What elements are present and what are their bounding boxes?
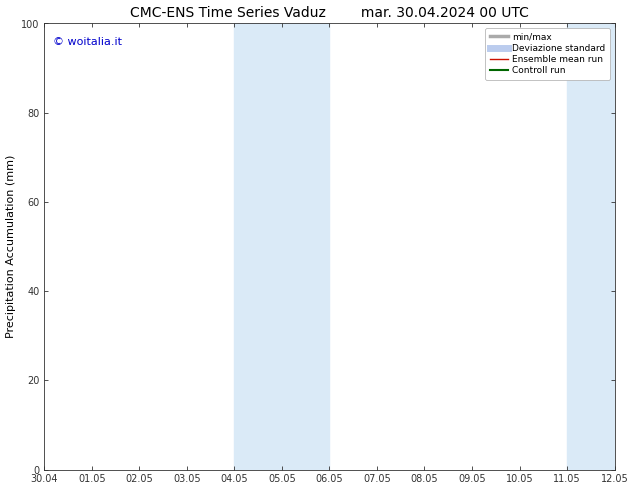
Text: © woitalia.it: © woitalia.it: [53, 37, 122, 47]
Y-axis label: Precipitation Accumulation (mm): Precipitation Accumulation (mm): [6, 155, 16, 338]
Bar: [567, 24, 634, 469]
Bar: [235, 24, 330, 469]
Legend: min/max, Deviazione standard, Ensemble mean run, Controll run: min/max, Deviazione standard, Ensemble m…: [485, 28, 610, 80]
Title: CMC-ENS Time Series Vaduz        mar. 30.04.2024 00 UTC: CMC-ENS Time Series Vaduz mar. 30.04.202…: [130, 5, 529, 20]
